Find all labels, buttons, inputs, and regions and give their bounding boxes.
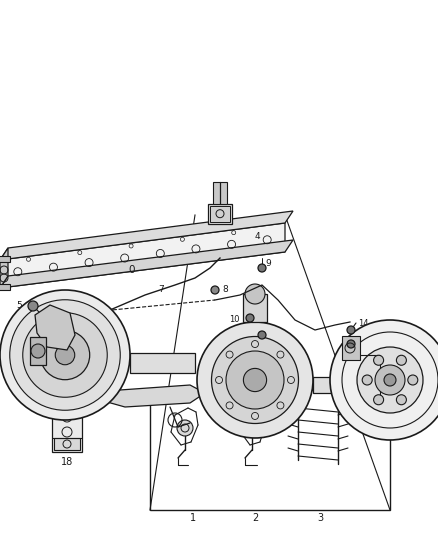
Text: 16: 16 [348,359,359,367]
Text: 8: 8 [222,286,228,295]
Bar [210,206,230,222]
Polygon shape [35,305,75,350]
Text: 4: 4 [255,232,261,241]
Text: 9: 9 [265,260,271,269]
Bar [150,390,390,510]
Circle shape [212,336,299,424]
Bar [54,438,80,450]
Circle shape [211,286,219,294]
Circle shape [31,344,45,358]
Circle shape [396,395,406,405]
Circle shape [374,395,384,405]
Circle shape [23,313,107,397]
Text: 1: 1 [190,513,196,523]
Circle shape [347,326,355,334]
Polygon shape [313,377,340,393]
Text: 2: 2 [252,513,258,523]
Polygon shape [100,385,205,407]
Circle shape [375,365,405,395]
Polygon shape [0,240,293,288]
Bar [213,182,227,204]
Circle shape [258,264,266,272]
Circle shape [330,320,438,440]
Text: 3: 3 [317,513,323,523]
Circle shape [55,345,75,365]
Polygon shape [130,353,195,373]
Circle shape [362,375,372,385]
Polygon shape [0,211,293,260]
Bar [243,294,267,322]
Polygon shape [0,223,285,288]
Text: 5: 5 [16,302,22,311]
Bar [342,336,360,360]
Circle shape [246,314,254,322]
Circle shape [374,356,384,365]
Circle shape [258,331,266,339]
Circle shape [40,330,90,379]
Circle shape [226,351,284,409]
Bar [0,256,10,262]
Circle shape [244,420,260,436]
Text: 0: 0 [128,265,134,275]
Polygon shape [0,248,8,288]
Text: 10: 10 [230,316,240,325]
Circle shape [28,301,38,311]
Circle shape [197,322,313,438]
Text: 6: 6 [68,313,74,322]
Text: 14: 14 [358,319,368,327]
Circle shape [10,300,120,410]
Circle shape [244,368,267,392]
Text: 7: 7 [158,286,164,295]
Circle shape [357,347,423,413]
Circle shape [408,375,418,385]
Circle shape [347,340,355,348]
Circle shape [396,356,406,365]
Circle shape [177,420,193,436]
Circle shape [384,374,396,386]
Circle shape [0,290,130,420]
Bar [208,204,232,224]
Circle shape [245,284,265,304]
Text: 18: 18 [61,457,73,467]
Polygon shape [360,350,402,410]
Text: 15: 15 [357,340,367,349]
Text: 11: 11 [268,335,279,344]
Bar [30,337,46,365]
Bar [52,407,82,452]
Bar [0,284,10,290]
